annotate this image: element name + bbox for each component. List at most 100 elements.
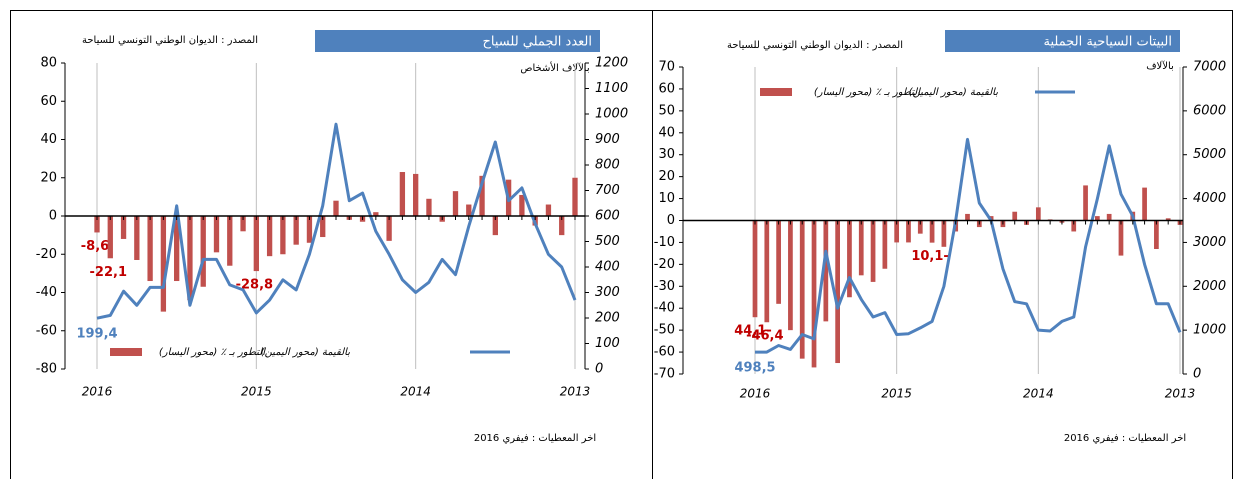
bar	[1012, 211, 1018, 221]
y2-tick-label: 0	[595, 362, 603, 377]
unit-label: بالآلاف الأشخاص	[520, 61, 589, 74]
bar	[1118, 220, 1124, 256]
legend-label: بالقيمة (محور اليمين)	[261, 347, 351, 358]
y-tick-label: 60	[40, 94, 57, 109]
bar	[847, 220, 852, 298]
y-tick-label: 0	[667, 213, 675, 228]
bar	[306, 216, 313, 243]
legend-swatch	[760, 88, 792, 96]
y-tick-label: 10	[658, 191, 675, 206]
y-tick-label: -70	[654, 367, 675, 382]
bar	[160, 216, 167, 312]
bar	[1142, 187, 1147, 221]
bar	[894, 220, 900, 243]
bar	[788, 220, 793, 331]
bar	[452, 191, 459, 216]
y2-tick-label: 100	[595, 336, 620, 351]
y2-tick-label: 0	[1193, 367, 1201, 382]
bar	[835, 220, 840, 364]
y-tick-label: -40	[654, 301, 675, 316]
x-tick-label: 2016	[740, 387, 771, 401]
bar	[466, 204, 472, 216]
y2-tick-label: 400	[595, 260, 620, 275]
bar	[776, 220, 781, 304]
y-tick-label: 40	[40, 132, 57, 147]
line-value-label: 498,5	[734, 361, 775, 376]
y2-tick-label: 500	[595, 234, 620, 249]
legend-label: بالقيمة (محور اليمين)	[909, 87, 999, 98]
x-tick-label: 2013	[560, 385, 591, 399]
y-tick-label: 20	[658, 169, 675, 184]
x-tick-label: 2013	[1165, 387, 1196, 401]
y2-tick-label: 1100	[595, 81, 628, 96]
y-tick-label: 80	[40, 56, 57, 71]
title-box	[315, 30, 600, 52]
y-tick-label: 20	[40, 170, 57, 185]
bar	[399, 172, 406, 216]
y-tick-label: 60	[658, 81, 675, 96]
y-tick-label: 0	[49, 209, 57, 224]
bar	[811, 220, 817, 368]
y-tick-label: -60	[654, 345, 675, 360]
legend-swatch	[110, 348, 142, 356]
y-tick-label: -50	[654, 323, 675, 338]
legend-label: التطور بـ ٪ (محور اليسار)	[159, 347, 266, 358]
bar	[917, 220, 923, 234]
bar	[1095, 216, 1100, 221]
bar	[134, 216, 140, 260]
bar	[559, 216, 565, 236]
bar	[174, 216, 180, 282]
y2-tick-label: 7000	[1193, 60, 1226, 75]
x-tick-label: 2015	[881, 387, 912, 401]
y-tick-label: -20	[36, 247, 57, 262]
y-tick-label: -10	[654, 235, 675, 250]
y2-tick-label: 4000	[1193, 191, 1226, 206]
bar	[519, 194, 525, 216]
bar	[906, 220, 911, 243]
y2-tick-label: 700	[595, 183, 620, 198]
bar	[120, 216, 127, 239]
line-value-label: 199,4	[76, 327, 117, 342]
footnote: اخر المعطيات : فيفري 2016	[474, 433, 596, 444]
chart-title: البيتات السياحية الجملية	[1044, 35, 1172, 50]
bar	[929, 220, 935, 243]
right-panel	[652, 10, 1233, 479]
y2-tick-label: 300	[595, 285, 620, 300]
bar	[413, 173, 419, 216]
bar	[1165, 218, 1171, 221]
x-tick-label: 2015	[241, 385, 272, 399]
x-tick-label: 2014	[400, 385, 431, 399]
bar	[426, 198, 432, 216]
y2-tick-label: 3000	[1193, 235, 1226, 250]
unit-label: بالآلاف	[1146, 60, 1174, 72]
bar	[1035, 207, 1041, 221]
bar	[1154, 220, 1159, 250]
bar	[572, 177, 578, 216]
bar	[882, 220, 888, 269]
title-box	[945, 30, 1180, 52]
y2-tick-label: 200	[595, 311, 620, 326]
y-tick-label: -30	[654, 279, 675, 294]
y2-tick-label: 600	[595, 209, 620, 224]
bar	[373, 212, 379, 216]
source: المصدر : الديوان الوطني التونسي للسياحة	[82, 35, 258, 46]
line-series	[755, 137, 1182, 354]
bar	[386, 216, 392, 241]
y-tick-label: 50	[658, 103, 675, 118]
bar	[764, 220, 770, 323]
bar-value-label: 10,1-	[911, 249, 948, 264]
y2-tick-label: 1000	[595, 107, 628, 122]
y2-tick-label: 800	[595, 158, 620, 173]
y-tick-label: 30	[658, 147, 675, 162]
bar	[479, 175, 485, 216]
y2-tick-label: 1200	[595, 56, 628, 71]
bar	[1083, 185, 1088, 221]
y-tick-label: 70	[658, 60, 675, 75]
bar-value-label: 44,1-	[734, 324, 771, 339]
bar	[200, 216, 206, 287]
bar-value-label: -46,4	[746, 329, 783, 344]
bar	[1106, 213, 1112, 221]
bar	[858, 220, 864, 276]
bar	[320, 216, 326, 238]
